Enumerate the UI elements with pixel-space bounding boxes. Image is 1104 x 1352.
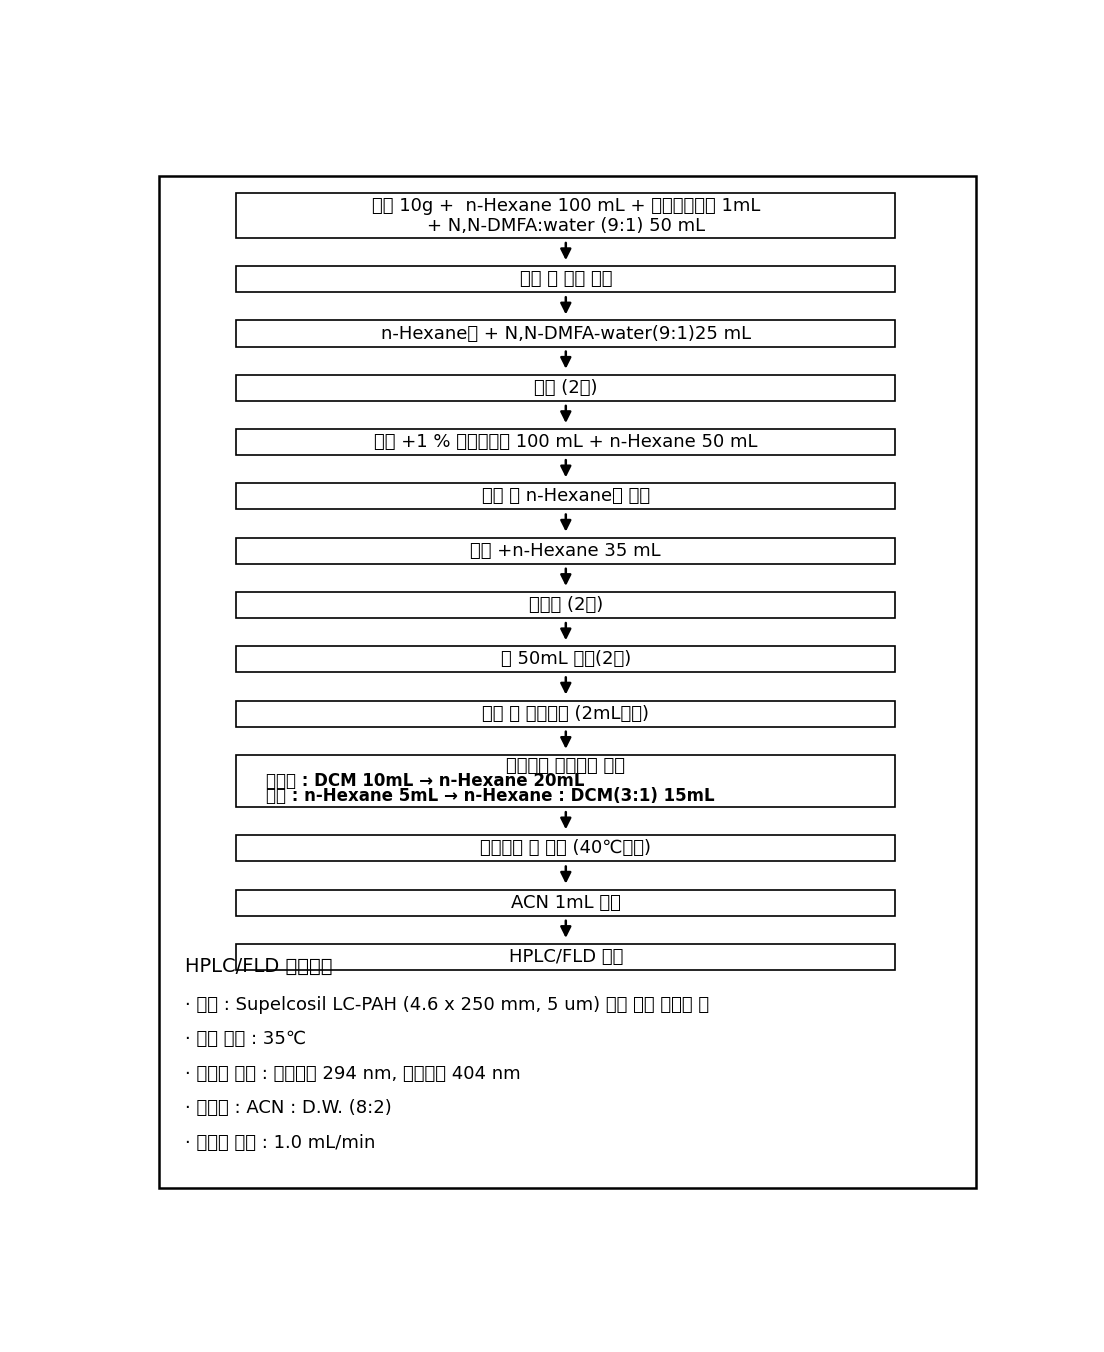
Text: 질소가스 하 건고 (40℃이하): 질소가스 하 건고 (40℃이하) — [480, 840, 651, 857]
Bar — [236, 483, 895, 510]
Text: · 검출기 파장 : 여기파장 294 nm, 형광파장 404 nm: · 검출기 파장 : 여기파장 294 nm, 형광파장 404 nm — [185, 1065, 521, 1083]
Text: 물층 +n-Hexane 35 mL: 물층 +n-Hexane 35 mL — [470, 542, 661, 560]
Text: · 이동상 유량 : 1.0 mL/min: · 이동상 유량 : 1.0 mL/min — [185, 1133, 375, 1152]
Text: · 컬럼 : Supelcosil LC-PAH (4.6 x 250 mm, 5 um) 또는 이와 동등한 것: · 컬럼 : Supelcosil LC-PAH (4.6 x 250 mm, … — [185, 996, 709, 1014]
Bar — [236, 375, 895, 402]
Text: HPLC/FLD 분석조건: HPLC/FLD 분석조건 — [185, 957, 332, 976]
Bar — [236, 944, 895, 971]
Bar — [236, 429, 895, 456]
Bar — [236, 646, 895, 672]
Text: 검체 10g +  n-Hexane 100 mL + 내부표준용액 1mL: 검체 10g + n-Hexane 100 mL + 내부표준용액 1mL — [372, 197, 760, 215]
Text: 활성화 : DCM 10mL → n-Hexane 20mL: 활성화 : DCM 10mL → n-Hexane 20mL — [266, 772, 585, 790]
Bar — [236, 193, 895, 238]
Text: 역추출 (2회): 역추출 (2회) — [529, 596, 603, 614]
Text: · 컬럼 온도 : 35℃: · 컬럼 온도 : 35℃ — [185, 1030, 306, 1048]
Text: n-Hexane층 + N,N-DMFA-water(9:1)25 mL: n-Hexane층 + N,N-DMFA-water(9:1)25 mL — [381, 324, 751, 342]
Text: 물층 +1 % 황산나트륨 100 mL + n-Hexane 50 mL: 물층 +1 % 황산나트륨 100 mL + n-Hexane 50 mL — [374, 433, 757, 452]
Bar — [236, 890, 895, 915]
Text: 후로리실 카트리지 정제: 후로리실 카트리지 정제 — [507, 757, 625, 775]
Text: 추출 (2회): 추출 (2회) — [534, 379, 597, 396]
Bar — [236, 320, 895, 346]
Text: 용출 : n-Hexane 5mL → n-Hexane : DCM(3:1) 15mL: 용출 : n-Hexane 5mL → n-Hexane : DCM(3:1) … — [266, 787, 715, 804]
Text: 진탕 후 n-Hexane층 분리: 진탕 후 n-Hexane층 분리 — [481, 488, 650, 506]
Bar — [236, 754, 895, 807]
Bar — [236, 538, 895, 564]
Text: · 이동상 : ACN : D.W. (8:2): · 이동상 : ACN : D.W. (8:2) — [185, 1099, 392, 1117]
Text: ACN 1mL 용해: ACN 1mL 용해 — [511, 894, 620, 911]
Text: 물 50mL 세척(2회): 물 50mL 세척(2회) — [501, 650, 630, 668]
Bar — [236, 266, 895, 292]
Bar — [236, 592, 895, 618]
Text: + N,N-DMFA:water (9:1) 50 mL: + N,N-DMFA:water (9:1) 50 mL — [427, 216, 704, 234]
Bar — [236, 836, 895, 861]
Text: 진탕 후 물층 분리: 진탕 후 물층 분리 — [520, 270, 612, 288]
Text: HPLC/FLD 분석: HPLC/FLD 분석 — [509, 948, 623, 965]
Bar — [236, 700, 895, 726]
Text: 탈수 후 감압농축 (2mL까지): 탈수 후 감압농축 (2mL까지) — [482, 704, 649, 722]
